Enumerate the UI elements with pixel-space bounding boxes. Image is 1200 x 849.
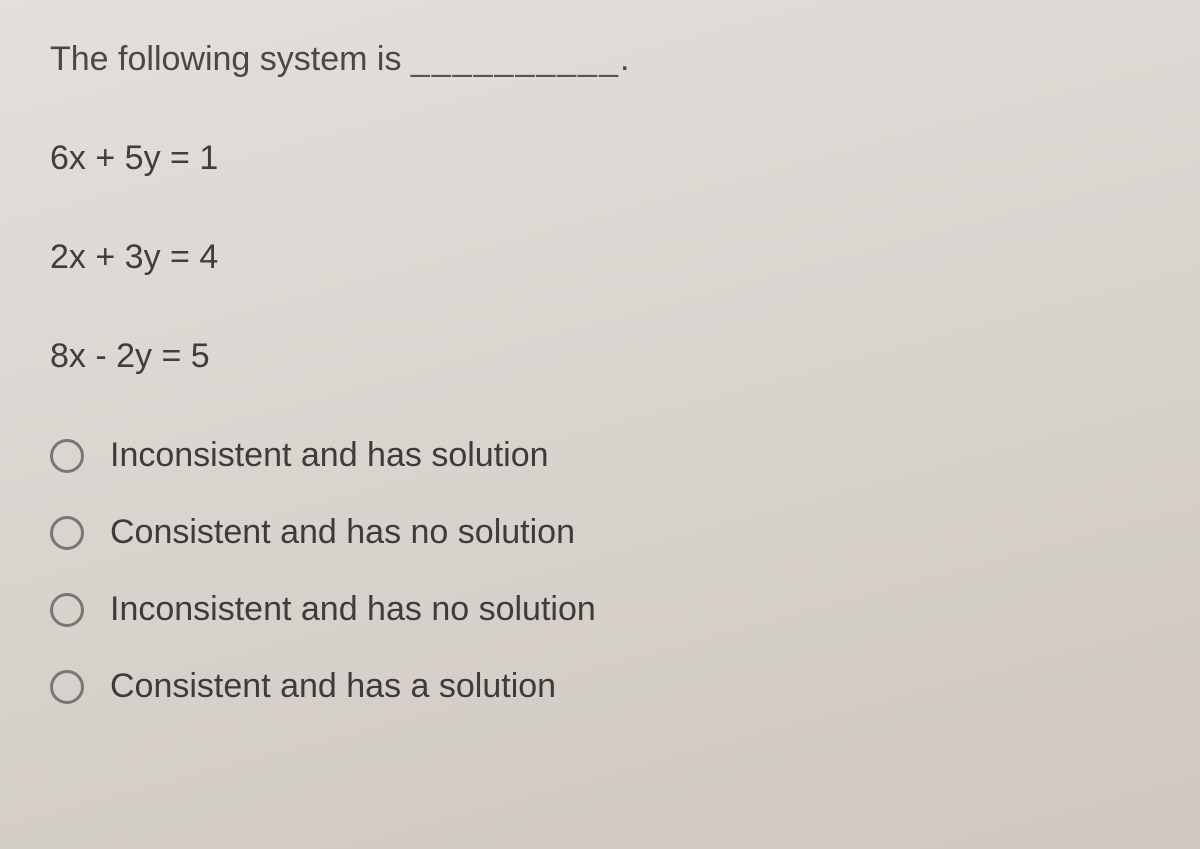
radio-icon[interactable] [50,516,84,550]
option-label: Consistent and has no solution [110,513,575,552]
prompt-prefix: The following system is [50,40,411,78]
option-row[interactable]: Consistent and has no solution [50,513,1150,552]
radio-icon[interactable] [50,593,84,627]
option-label: Inconsistent and has solution [110,436,549,475]
prompt-suffix: . [620,40,629,78]
equation-2: 2x + 3y = 4 [50,238,1150,277]
option-row[interactable]: Inconsistent and has solution [50,436,1150,475]
option-row[interactable]: Consistent and has a solution [50,667,1150,706]
equation-1: 6x + 5y = 1 [50,139,1150,178]
option-row[interactable]: Inconsistent and has no solution [50,590,1150,629]
option-label: Consistent and has a solution [110,667,556,706]
option-label: Inconsistent and has no solution [110,590,596,629]
radio-icon[interactable] [50,670,84,704]
fill-blank: __________ [411,40,620,78]
options-group: Inconsistent and has solution Consistent… [50,436,1150,706]
question-prompt: The following system is __________. [50,40,1150,79]
equation-3: 8x - 2y = 5 [50,337,1150,376]
radio-icon[interactable] [50,439,84,473]
